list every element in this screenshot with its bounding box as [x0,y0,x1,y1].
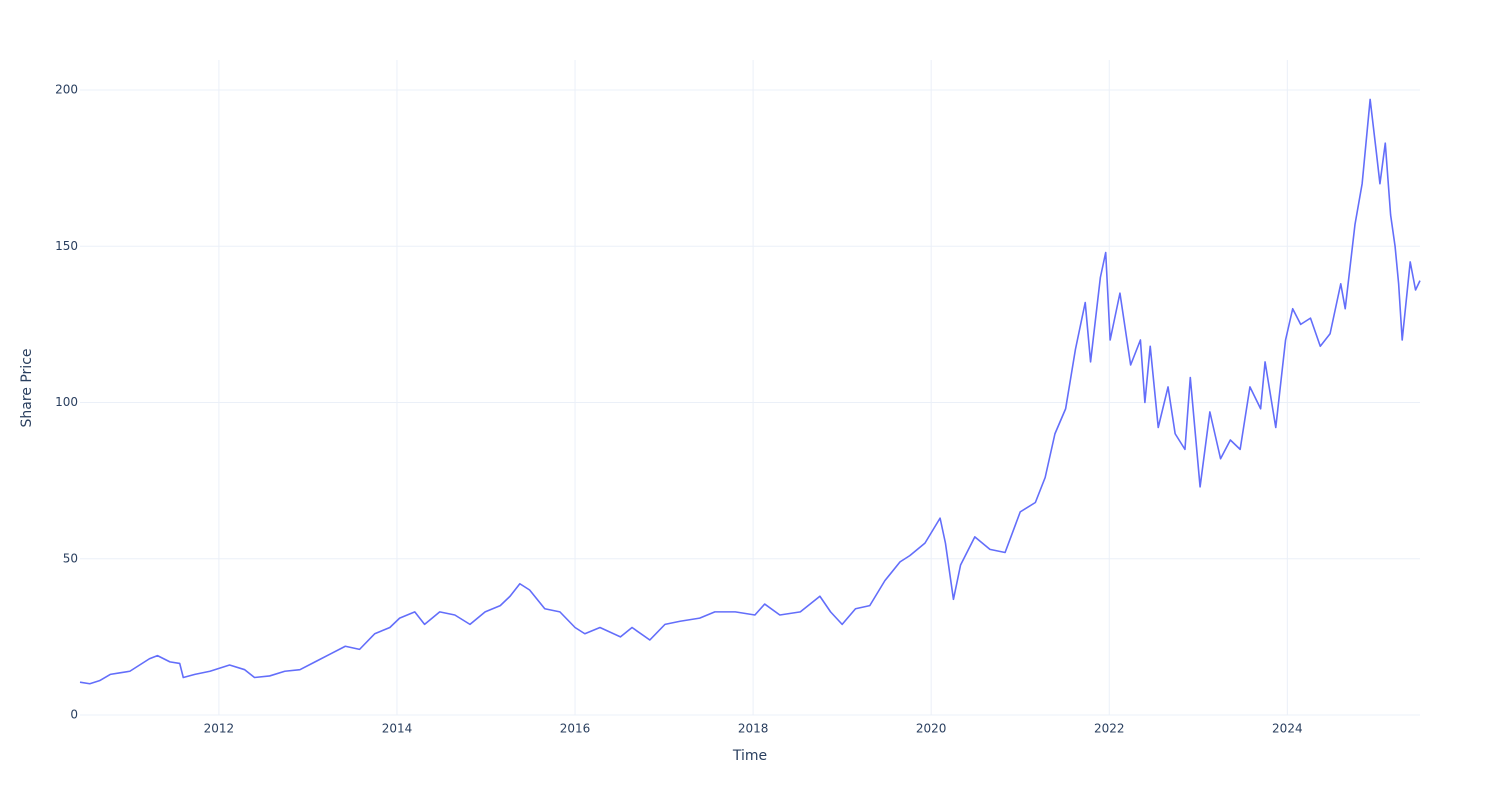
x-tick-label: 2020 [916,722,947,736]
price-line [79,98,1421,685]
x-axis-title: Time [732,748,767,764]
y-tick-label: 100 [55,395,78,409]
y-tick-label: 50 [63,551,78,565]
x-tick-label: 2022 [1094,722,1125,736]
y-tick-label: 200 [55,83,78,97]
x-tick-label: 2018 [738,722,769,736]
x-tick-label: 2016 [560,722,591,736]
y-tick-label: 0 [70,708,78,722]
y-axis-title: Share Price [19,348,35,427]
y-tick-label: 150 [55,239,78,253]
x-tick-label: 2014 [382,722,413,736]
x-tick-label: 2024 [1272,722,1303,736]
x-tick-label: 2012 [204,722,235,736]
